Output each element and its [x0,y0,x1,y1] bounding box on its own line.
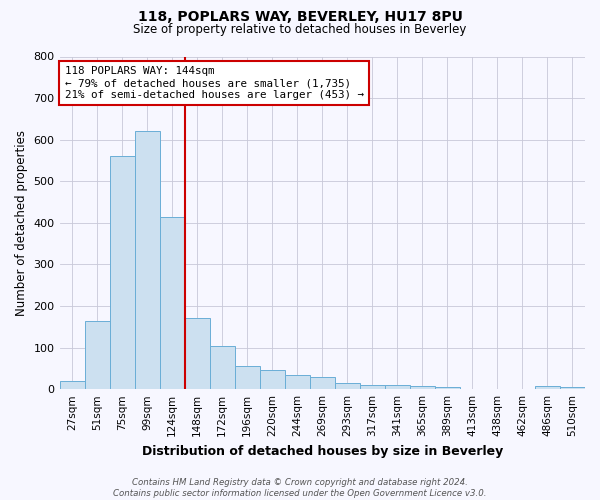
Bar [535,386,560,389]
Bar [335,383,360,389]
Bar [209,346,235,389]
Bar [260,370,285,389]
Bar [385,385,410,389]
Bar [85,320,110,389]
Text: 118, POPLARS WAY, BEVERLEY, HU17 8PU: 118, POPLARS WAY, BEVERLEY, HU17 8PU [137,10,463,24]
Bar [134,132,160,389]
Bar [360,385,385,389]
X-axis label: Distribution of detached houses by size in Beverley: Distribution of detached houses by size … [142,444,503,458]
Bar [285,374,310,389]
Y-axis label: Number of detached properties: Number of detached properties [15,130,28,316]
Bar [310,376,335,389]
Text: Contains HM Land Registry data © Crown copyright and database right 2024.
Contai: Contains HM Land Registry data © Crown c… [113,478,487,498]
Text: Size of property relative to detached houses in Beverley: Size of property relative to detached ho… [133,22,467,36]
Bar [160,216,185,389]
Text: 118 POPLARS WAY: 144sqm
← 79% of detached houses are smaller (1,735)
21% of semi: 118 POPLARS WAY: 144sqm ← 79% of detache… [65,66,364,100]
Bar [410,386,435,389]
Bar [185,318,209,389]
Bar [235,366,260,389]
Bar [560,387,585,389]
Bar [59,381,85,389]
Bar [435,387,460,389]
Bar [110,156,134,389]
